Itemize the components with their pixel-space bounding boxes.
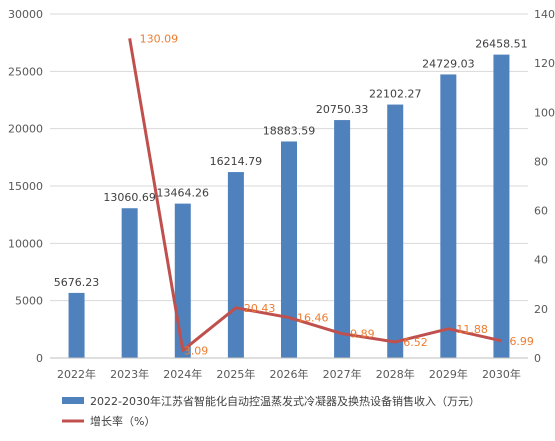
growth-line-path xyxy=(128,38,502,352)
legend-revenue-label: 2022-2030年江苏省智能化自动控温蒸发式冷凝器及换热设备销售收入（万元） xyxy=(90,394,480,408)
legend-growth-label: 增长率（%） xyxy=(90,414,155,428)
x-tick-label: 2023年 xyxy=(110,367,149,381)
growth-data-label: 6.52 xyxy=(403,336,428,349)
revenue-bar xyxy=(334,120,351,358)
left-tick-label: 5000 xyxy=(15,295,43,308)
growth-data-label: 9.89 xyxy=(350,328,375,341)
legend-revenue-swatch xyxy=(62,397,84,404)
growth-data-label: 3.09 xyxy=(184,344,209,357)
x-tick-label: 2027年 xyxy=(323,367,362,381)
revenue-data-label: 16214.79 xyxy=(210,155,263,168)
growth-data-label: 6.99 xyxy=(509,335,534,348)
growth-line xyxy=(128,38,502,352)
revenue-data-label: 20750.33 xyxy=(316,103,369,116)
right-tick-label: 80 xyxy=(534,155,548,168)
legend: 2022-2030年江苏省智能化自动控温蒸发式冷凝器及换热设备销售收入（万元） … xyxy=(62,394,480,428)
revenue-data-label: 13464.26 xyxy=(157,187,210,200)
right-tick-label: 140 xyxy=(534,8,555,21)
x-tick-label: 2030年 xyxy=(482,367,521,381)
x-tick-label: 2029年 xyxy=(429,367,468,381)
revenue-bar xyxy=(493,54,510,359)
right-tick-label: 40 xyxy=(534,254,548,267)
growth-data-label: 130.09 xyxy=(140,32,179,45)
revenue-bar xyxy=(121,208,138,358)
left-tick-label: 10000 xyxy=(8,237,43,250)
revenue-bar xyxy=(281,141,297,358)
right-tick-label: 20 xyxy=(534,303,548,316)
revenue-data-label: 26458.51 xyxy=(475,38,528,51)
revenue-bars xyxy=(68,54,510,359)
growth-data-label: 11.88 xyxy=(456,323,488,336)
x-tick-label: 2024年 xyxy=(163,367,202,381)
left-tick-label: 30000 xyxy=(8,8,43,21)
revenue-data-label: 5676.23 xyxy=(54,276,100,289)
revenue-bar xyxy=(174,203,191,358)
growth-line-labels: 130.09 3.09 20.43 16.46 9.89 6.52 11.88 6.99 xyxy=(140,32,534,357)
revenue-data-label: 22102.27 xyxy=(369,88,422,101)
revenue-data-label: 13060.69 xyxy=(103,191,156,204)
right-axis-ticks: 0 20 40 60 80 100 120 140 xyxy=(534,8,555,365)
x-tick-label: 2026年 xyxy=(270,367,309,381)
x-tick-label: 2025年 xyxy=(216,367,255,381)
x-axis-ticks: 2022年 2023年 2024年 2025年 2026年 2027年 2028年 2029年… xyxy=(57,367,521,381)
revenue-data-label: 24729.03 xyxy=(422,57,475,70)
revenue-bar xyxy=(227,172,244,358)
growth-data-label: 16.46 xyxy=(297,312,329,325)
right-tick-label: 100 xyxy=(534,106,555,119)
x-tick-label: 2028年 xyxy=(376,367,415,381)
left-tick-label: 25000 xyxy=(8,65,43,78)
right-tick-label: 120 xyxy=(534,57,555,70)
left-tick-label: 15000 xyxy=(8,180,43,193)
right-tick-label: 0 xyxy=(534,352,541,365)
growth-data-label: 20.43 xyxy=(244,302,276,315)
x-tick-label: 2022年 xyxy=(57,367,96,381)
revenue-bar xyxy=(440,74,457,358)
revenue-data-label: 18883.59 xyxy=(263,124,316,137)
left-tick-label: 0 xyxy=(36,352,43,365)
revenue-bar xyxy=(387,104,404,358)
right-tick-label: 60 xyxy=(534,205,548,218)
left-tick-label: 20000 xyxy=(8,123,43,136)
left-axis-ticks: 0 5000 10000 15000 20000 25000 30000 xyxy=(8,8,43,365)
revenue-bar xyxy=(68,292,85,358)
